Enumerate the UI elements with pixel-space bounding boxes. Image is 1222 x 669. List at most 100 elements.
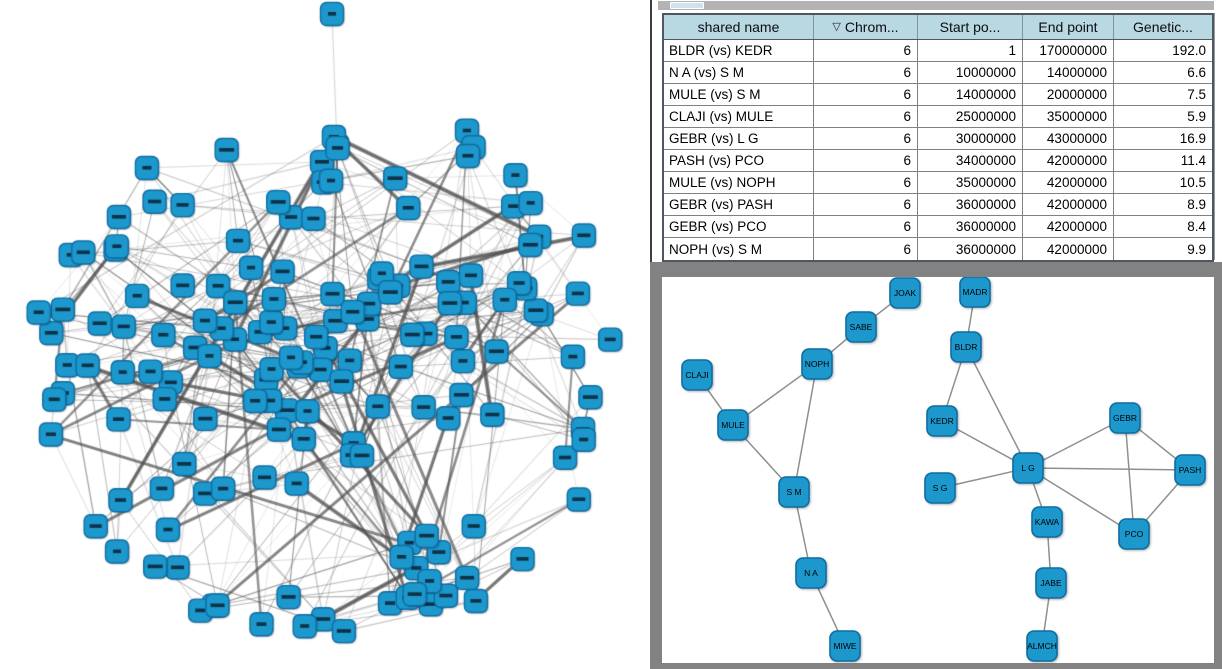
table-cell[interactable]: 42000000 xyxy=(1023,238,1114,260)
network-edge-BLDR-LG[interactable] xyxy=(965,346,1029,469)
table-horizontal-scrollbar[interactable] xyxy=(658,1,1214,10)
table-cell[interactable]: 34000000 xyxy=(918,150,1023,171)
column-header-chrom-[interactable]: ▽ Chrom... xyxy=(814,15,918,39)
network-node-madr[interactable]: MADR xyxy=(959,277,991,308)
table-row[interactable]: GEBR (vs) PASH 6 36000000 42000000 8.9 xyxy=(664,194,1212,216)
network-node-jabe[interactable]: JABE xyxy=(1035,567,1067,599)
table-row[interactable]: NOPH (vs) S M 6 36000000 42000000 9.9 xyxy=(664,238,1212,260)
table-cell[interactable]: 8.9 xyxy=(1187,197,1206,212)
table-row[interactable]: GEBR (vs) PCO 6 36000000 42000000 8.4 xyxy=(664,216,1212,238)
table-cell[interactable]: 30000000 xyxy=(918,128,1023,149)
network-node-almch[interactable]: ALMCH xyxy=(1026,630,1058,662)
large-network-canvas[interactable] xyxy=(0,0,650,669)
column-header-label: Chrom... xyxy=(844,19,899,35)
table-cell[interactable]: 42000000 xyxy=(1023,150,1114,171)
network-node-pash[interactable]: PASH xyxy=(1174,454,1206,486)
table-cell[interactable]: MULE (vs) S M xyxy=(664,84,814,105)
table-cell[interactable]: GEBR (vs) PASH xyxy=(664,194,814,215)
panel-divider xyxy=(650,0,652,262)
table-cell[interactable]: 6 xyxy=(814,216,918,237)
table-cell[interactable]: CLAJI (vs) MULE xyxy=(664,106,814,127)
table-cell[interactable]: BLDR (vs) KEDR xyxy=(664,40,814,61)
table-cell[interactable]: 192.0 xyxy=(1172,43,1206,58)
network-node-gebr[interactable]: GEBR xyxy=(1109,402,1141,434)
network-node-l-g[interactable]: L G xyxy=(1012,452,1044,484)
table-cell[interactable]: 35000000 xyxy=(1023,106,1114,127)
network-node-pco[interactable]: PCO xyxy=(1118,518,1150,550)
table-cell[interactable]: 6 xyxy=(814,62,918,83)
table-cell[interactable]: 6 xyxy=(814,150,918,171)
subnetwork-view[interactable]: JOAK SABE MADR NOPH BLDR CLAJI MULE KEDR GEBR L G… xyxy=(662,277,1214,663)
table-row[interactable]: CLAJI (vs) MULE 6 25000000 35000000 5.9 xyxy=(664,106,1212,128)
table-row[interactable]: BLDR (vs) KEDR 6 1 170000000 192.0 xyxy=(664,40,1212,62)
table-cell[interactable]: PASH (vs) PCO xyxy=(664,150,814,171)
network-edge-LG-PASH[interactable] xyxy=(1027,467,1191,471)
network-edge-LG-GEBR[interactable] xyxy=(1027,417,1126,469)
table-cell[interactable]: 42000000 xyxy=(1023,172,1114,193)
filter-icon[interactable]: ▽ xyxy=(832,20,841,33)
table-cell[interactable]: 36000000 xyxy=(918,238,1023,260)
table-cell[interactable]: 9.9 xyxy=(1187,241,1206,257)
network-node-kawa[interactable]: KAWA xyxy=(1031,506,1063,538)
column-header-label: Start po... xyxy=(939,19,1001,35)
column-header-end-point[interactable]: End point xyxy=(1023,15,1114,39)
table-cell[interactable]: 20000000 xyxy=(1023,84,1114,105)
column-header-shared-name[interactable]: shared name xyxy=(664,15,814,39)
network-node-s-m[interactable]: S M xyxy=(778,476,810,508)
table-cell[interactable]: 14000000 xyxy=(918,84,1023,105)
table-cell[interactable]: 6 xyxy=(814,172,918,193)
table-cell[interactable]: 10.5 xyxy=(1179,175,1206,190)
table-cell[interactable]: 36000000 xyxy=(918,216,1023,237)
table-cell[interactable]: 43000000 xyxy=(1023,128,1114,149)
network-node-claji[interactable]: CLAJI xyxy=(681,359,713,391)
table-row[interactable]: GEBR (vs) L G 6 30000000 43000000 16.9 xyxy=(664,128,1212,150)
table-cell[interactable]: 8.4 xyxy=(1187,219,1206,234)
table-cell[interactable]: 5.9 xyxy=(1187,109,1206,124)
network-edge-LG-PCO[interactable] xyxy=(1027,467,1135,535)
table-vertical-scrollbar[interactable] xyxy=(1214,13,1222,260)
network-edge-GEBR-PCO[interactable] xyxy=(1124,417,1135,535)
subnetwork-svg[interactable]: JOAK SABE MADR NOPH BLDR CLAJI MULE KEDR GEBR L G… xyxy=(662,277,1214,663)
table-cell[interactable]: 42000000 xyxy=(1023,216,1114,237)
table-cell[interactable]: N A (vs) S M xyxy=(664,62,814,83)
table-cell[interactable]: 6.6 xyxy=(1187,65,1206,80)
table-cell[interactable]: 16.9 xyxy=(1179,131,1206,146)
table-cell[interactable]: 6 xyxy=(814,238,918,260)
table-cell[interactable]: GEBR (vs) L G xyxy=(664,128,814,149)
table-cell[interactable]: 6 xyxy=(814,128,918,149)
table-row[interactable]: N A (vs) S M 6 10000000 14000000 6.6 xyxy=(664,62,1212,84)
horizontal-scrollbar-thumb[interactable] xyxy=(670,2,704,9)
table-cell[interactable]: NOPH (vs) S M xyxy=(664,238,814,260)
table-cell[interactable]: 6 xyxy=(814,84,918,105)
table-cell[interactable]: 11.4 xyxy=(1180,153,1206,168)
network-edge-NOPH-SM[interactable] xyxy=(793,363,818,493)
table-cell[interactable]: 14000000 xyxy=(1023,62,1114,83)
table-cell[interactable]: 6 xyxy=(814,194,918,215)
network-node-n-a[interactable]: N A xyxy=(795,557,827,589)
network-node-kedr[interactable]: KEDR xyxy=(926,405,958,437)
network-node-bldr[interactable]: BLDR xyxy=(950,331,982,363)
table-cell[interactable]: GEBR (vs) PCO xyxy=(664,216,814,237)
table-cell[interactable]: 6 xyxy=(814,106,918,127)
network-node-joak[interactable]: JOAK xyxy=(889,277,921,309)
network-node-miwe[interactable]: MIWE xyxy=(829,630,861,662)
table-cell[interactable]: 6 xyxy=(814,40,918,61)
network-node-s-g[interactable]: S G xyxy=(924,472,956,504)
table-cell[interactable]: 170000000 xyxy=(1023,40,1114,61)
table-cell[interactable]: 7.5 xyxy=(1187,87,1206,102)
table-row[interactable]: MULE (vs) NOPH 6 35000000 42000000 10.5 xyxy=(664,172,1212,194)
table-cell[interactable]: 42000000 xyxy=(1023,194,1114,215)
network-node-sabe[interactable]: SABE xyxy=(845,311,877,343)
table-cell[interactable]: 25000000 xyxy=(918,106,1023,127)
table-cell[interactable]: 35000000 xyxy=(918,172,1023,193)
table-row[interactable]: MULE (vs) S M 6 14000000 20000000 7.5 xyxy=(664,84,1212,106)
table-row[interactable]: PASH (vs) PCO 6 34000000 42000000 11.4 xyxy=(664,150,1212,172)
table-cell[interactable]: 36000000 xyxy=(918,194,1023,215)
table-cell[interactable]: MULE (vs) NOPH xyxy=(664,172,814,193)
table-cell[interactable]: 1 xyxy=(918,40,1023,61)
column-header-start-po-[interactable]: Start po... xyxy=(918,15,1023,39)
column-header-genetic-[interactable]: Genetic... xyxy=(1114,15,1212,39)
network-node-noph[interactable]: NOPH xyxy=(801,348,833,380)
table-cell[interactable]: 10000000 xyxy=(918,62,1023,83)
network-node-mule[interactable]: MULE xyxy=(717,409,749,441)
